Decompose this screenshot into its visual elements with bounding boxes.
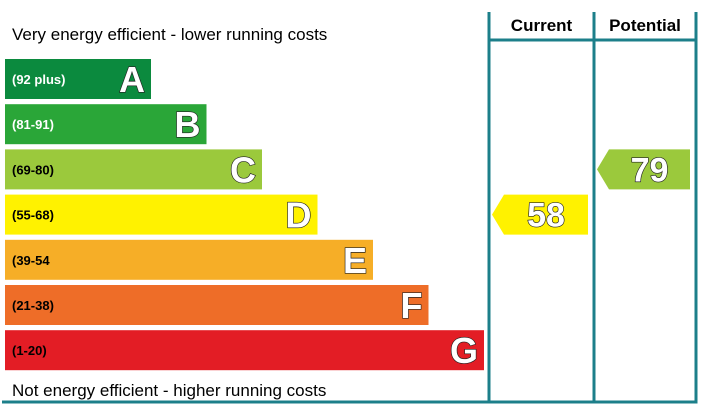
- band-a: (92 plus) A: [5, 58, 151, 101]
- band-letter-a: A: [119, 59, 145, 100]
- column-header-current: Current: [511, 16, 573, 35]
- marker-value-current: 58: [527, 197, 565, 235]
- band-range-label-f: (21-38): [12, 298, 54, 313]
- band-bar-e: [5, 239, 373, 280]
- rating-bands: (92 plus) A(81-91) B(69-80) C(55-68) D(39-54…: [5, 58, 484, 372]
- marker-potential: 79: [597, 149, 690, 190]
- band-letter-f: F: [401, 285, 423, 326]
- rating-columns-frame: Current Potential: [2, 12, 698, 404]
- band-bar-a: [5, 59, 151, 99]
- band-range-label-g: (1-20): [12, 343, 47, 358]
- band-f: (21-38) F: [5, 284, 429, 327]
- band-letter-g: G: [450, 330, 478, 371]
- top-caption: Very energy efficient - lower running co…: [12, 25, 327, 44]
- band-b: (81-91) B: [5, 104, 207, 146]
- band-range-label-d: (55-68): [12, 208, 54, 223]
- band-bar-f: [5, 285, 429, 325]
- column-header-potential: Potential: [609, 16, 681, 35]
- band-c: (69-80) C: [5, 149, 262, 191]
- band-bar-b: [5, 104, 207, 145]
- band-range-label-e: (39-54: [12, 253, 50, 268]
- band-range-label-b: (81-91): [12, 117, 54, 132]
- marker-current: 58: [492, 194, 588, 235]
- marker-arrow-current: [492, 194, 588, 235]
- band-letter-d: D: [286, 195, 312, 236]
- bottom-caption: Not energy efficient - higher running co…: [12, 381, 326, 400]
- band-letter-b: B: [175, 104, 201, 145]
- rating-markers: 58 79: [492, 149, 690, 235]
- marker-value-potential: 79: [631, 151, 669, 189]
- marker-arrow-potential: [597, 149, 690, 190]
- band-range-label-c: (69-80): [12, 162, 54, 177]
- band-bar-g: [5, 330, 484, 371]
- band-bar-c: [5, 149, 262, 190]
- band-letter-e: E: [343, 240, 367, 281]
- band-e: (39-54 E: [5, 239, 373, 281]
- band-range-label-a: (92 plus): [12, 72, 65, 87]
- band-letter-c: C: [230, 149, 256, 190]
- band-bar-d: [5, 194, 318, 235]
- band-d: (55-68) D: [5, 194, 318, 236]
- band-g: (1-20) G: [5, 330, 484, 372]
